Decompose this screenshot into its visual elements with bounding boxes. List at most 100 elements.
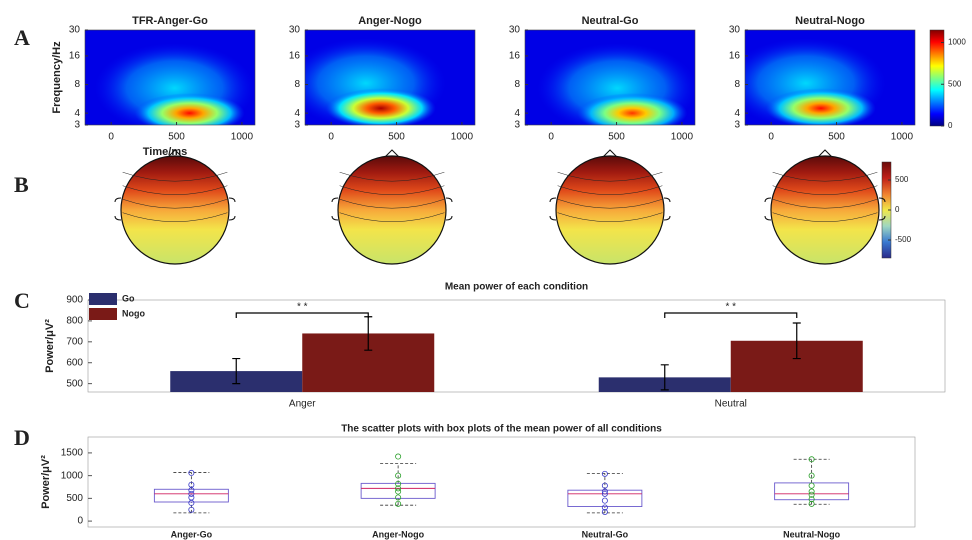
y-tick-label: 1000 [61,470,84,481]
panel-label: C [14,288,30,313]
x-tick-label: 500 [388,132,405,143]
figure: A B C D 0 500 1000 -500 0 500 TFR-Anger-Go 0 500… [0,0,972,540]
y-tick-label: 500 [66,378,83,389]
page: A B C D 0 500 1000 -500 0 500 TFR-Anger-Go 0 500… [0,0,972,540]
colorbar-tick-label: 1000 [948,38,966,47]
legend-swatch [89,308,117,320]
ear [115,198,121,220]
x-tick-label: Neutral-Nogo [783,529,840,539]
y-tick-label: 8 [294,79,300,90]
y-tick-label: 30 [509,25,521,36]
heatmap [525,30,697,133]
y-tick-label: 8 [514,79,520,90]
y-tick-label: 3 [514,120,520,131]
axes-box [88,437,915,527]
topomap [771,156,879,264]
whisker [380,463,416,505]
chart-title: Neutral-Nogo [795,15,865,27]
data-point [809,489,814,494]
x-tick-label: 1000 [891,132,914,143]
heatmap-peak [766,88,876,128]
y-axis-label: Frequency/Hz [51,41,63,114]
x-tick-label: 0 [548,132,554,143]
annotation: * * [297,302,308,313]
y-tick-label: 0 [77,516,83,527]
panel-label: D [14,425,30,450]
x-tick-label: 1000 [451,132,474,143]
x-tick-label: 1000 [231,132,254,143]
y-tick-label: 30 [289,25,301,36]
data-point [602,498,607,503]
y-tick-label: 3 [734,120,740,131]
chart-title: TFR-Anger-Go [132,15,208,27]
colorbar-tick-label: -500 [895,235,912,244]
colorbar-tick-label: 500 [895,175,909,184]
ear [446,198,452,220]
x-tick-label: 500 [168,132,185,143]
chart-title: Anger-Nogo [358,15,422,27]
x-tick-label: Neutral-Go [582,529,629,539]
colorbar-tick-label: 0 [895,205,900,214]
x-tick-label: 1000 [671,132,694,143]
y-tick-label: 3 [294,120,300,131]
x-tick-label: Anger-Nogo [372,529,424,539]
data-point [809,483,814,488]
y-tick-label: 8 [734,79,740,90]
x-tick-label: 0 [328,132,334,143]
x-tick-label: 0 [108,132,114,143]
topomap [121,156,229,264]
heatmap-peak [326,88,436,128]
colorbar-tick-label: 500 [948,79,962,88]
ear [332,198,338,220]
topomap [338,156,446,264]
ear [765,198,771,220]
y-axis-label: Power/μV² [44,319,56,373]
y-tick-label: 16 [289,51,301,62]
data-point [396,454,401,459]
significance-bracket [236,313,368,318]
colorbar [930,30,944,126]
y-tick-label: 4 [74,108,80,119]
ear [664,198,670,220]
heatmap-peak [577,93,687,133]
legend-label: Go [122,293,135,303]
colorbar-tick-label: 0 [948,121,953,130]
legend-swatch [89,293,117,305]
y-tick-label: 4 [294,108,300,119]
y-tick-label: 30 [729,25,741,36]
y-tick-label: 1500 [61,448,84,459]
y-tick-label: 4 [514,108,520,119]
ear [229,198,235,220]
x-tick-label: Anger-Go [171,529,213,539]
heatmap [85,30,255,133]
y-tick-label: 30 [69,25,81,36]
legend-label: Nogo [122,308,145,318]
x-tick-label: 500 [828,132,845,143]
heatmap-peak [135,93,245,133]
y-tick-label: 3 [74,120,80,131]
significance-bracket [665,313,797,318]
x-tick-label: Anger [289,399,316,410]
panel-label: B [14,172,29,197]
y-axis-label: Power/μV² [40,455,52,509]
chart-title: Neutral-Go [582,15,639,27]
chart-title: The scatter plots with box plots of the … [341,424,662,435]
y-tick-label: 16 [69,51,81,62]
chart-title: Mean power of each condition [445,282,588,293]
y-tick-label: 8 [74,79,80,90]
y-tick-label: 16 [509,51,521,62]
x-tick-label: 0 [768,132,774,143]
topomap [556,156,664,264]
y-tick-label: 900 [66,295,83,306]
x-tick-label: 500 [608,132,625,143]
annotation: * * [725,302,736,313]
y-tick-label: 16 [729,51,741,62]
heatmap [726,30,915,128]
ear [550,198,556,220]
panel-label: A [14,25,30,50]
y-tick-label: 500 [66,493,83,504]
y-tick-label: 800 [66,316,83,327]
y-tick-label: 700 [66,336,83,347]
heatmap [286,30,475,128]
y-tick-label: 4 [734,108,740,119]
